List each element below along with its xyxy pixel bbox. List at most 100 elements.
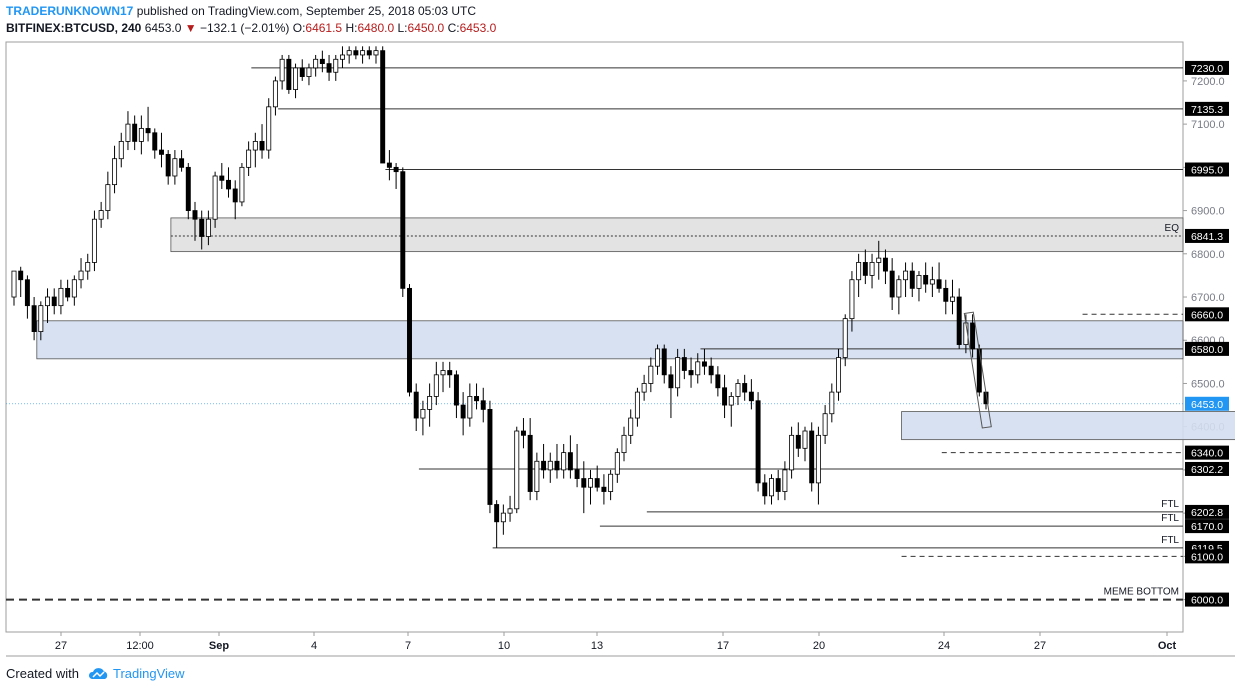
down-arrow-icon: ▼ (184, 21, 197, 35)
candle-up (896, 279, 902, 298)
last-price: 6453.0 (144, 21, 182, 35)
candle-down (661, 348, 667, 376)
candle-down (554, 460, 560, 471)
candle-down (487, 408, 493, 505)
candle-up (252, 141, 258, 151)
candle-down (594, 478, 600, 488)
candle-up (427, 396, 433, 410)
candle-up (440, 370, 446, 376)
price-tag-label: 6995.0 (1191, 165, 1223, 177)
candle-up (849, 279, 855, 320)
y-tick-label: 6700.0 (1191, 292, 1225, 304)
candle-down (393, 166, 399, 173)
candle-down (795, 434, 801, 449)
candle-down (299, 67, 305, 77)
x-tick-label: 20 (813, 640, 825, 652)
price-tag-label: 6302.2 (1191, 464, 1223, 476)
candle-up (929, 279, 935, 285)
price-tag-label: 6170.0 (1191, 521, 1223, 533)
candle-up (333, 58, 339, 73)
candle-up (789, 434, 795, 471)
candle-down (889, 270, 895, 298)
ohlc-high-label: H: (345, 21, 358, 35)
candle-down (494, 504, 500, 523)
candle-down (460, 404, 466, 419)
candle-up (78, 270, 84, 281)
x-tick-label: Sep (209, 640, 229, 652)
candle-down (179, 158, 185, 168)
last-price-tag-label: 6453.0 (1191, 399, 1223, 411)
price-tag-label: 6000.0 (1191, 595, 1223, 607)
candle-up (876, 257, 882, 263)
candle-up (85, 262, 91, 272)
price-level-tag: 6000.0 (1185, 592, 1229, 607)
candle-down (520, 430, 526, 436)
candle-up (212, 175, 218, 220)
x-tick-label: Oct (1158, 640, 1177, 652)
candle-down (715, 374, 721, 389)
ohlc-low: 6450.0 (407, 21, 445, 35)
ohlc-high: 6480.0 (357, 21, 395, 35)
candle-up (433, 374, 439, 397)
candle-down (775, 478, 781, 492)
candle-up (782, 469, 788, 492)
candle-up (675, 357, 681, 389)
candle-down (165, 153, 171, 177)
candle-up (856, 262, 862, 281)
price-tag-box (1185, 341, 1229, 356)
blue-upper-zone (36, 320, 1184, 360)
candle-down (226, 179, 231, 190)
price-level-tag: 7230.0 (1185, 60, 1229, 75)
candle-up (842, 318, 848, 358)
tradingview-brand[interactable]: TradingView (87, 666, 185, 681)
price-level-tag: 6995.0 (1185, 162, 1229, 177)
candle-up (306, 67, 312, 77)
candle-down (688, 370, 694, 376)
candle-down (909, 270, 915, 289)
candle-up (588, 478, 593, 488)
candle-down (722, 387, 728, 406)
price-tag-label: 6660.0 (1191, 309, 1223, 321)
price-level-tag: 6340.0 (1185, 445, 1229, 460)
candle-up (38, 305, 44, 332)
created-with-text: Created with (6, 666, 79, 681)
price-tag-label: 6841.3 (1191, 231, 1223, 243)
y-tick-label: 6800.0 (1191, 249, 1225, 261)
candle-up (534, 460, 540, 492)
candle-up (641, 383, 647, 393)
candle-up (467, 396, 473, 419)
candle-down (447, 370, 453, 376)
candle-up (869, 262, 875, 276)
candle-down (413, 391, 419, 419)
candle-down (601, 486, 607, 492)
price-level-note: EQ (1165, 223, 1180, 234)
price-tag-box (1185, 549, 1229, 564)
price-change: −132.1 (−2.01%) (199, 21, 290, 35)
candle-up (608, 473, 614, 492)
ohlc-open-label: O: (292, 21, 306, 35)
candle-down (809, 430, 815, 484)
price-tag-box (1185, 592, 1229, 607)
candle-down (668, 374, 674, 389)
candle-up (655, 348, 661, 367)
candle-down (132, 123, 138, 142)
author-name[interactable]: TRADERUNKNOWN17 (6, 4, 134, 18)
candle-down (681, 357, 687, 371)
publish-line: TRADERUNKNOWN17 published on TradingView… (6, 3, 1006, 20)
candle-up (802, 430, 808, 449)
candle-up (313, 58, 319, 69)
candle-up (205, 218, 211, 237)
candle-down (936, 279, 942, 289)
candle-down (862, 262, 868, 276)
x-tick-label: 10 (498, 640, 510, 652)
candle-down (762, 482, 768, 497)
candle-up (71, 279, 77, 298)
candle-up (45, 296, 50, 307)
candle-up (272, 80, 278, 108)
grey-eq-zone (170, 217, 1184, 253)
price-level-tag: 6302.2 (1185, 461, 1229, 476)
price-tag-box (1185, 228, 1229, 243)
candle-down (567, 452, 573, 471)
candle-up (91, 218, 97, 263)
